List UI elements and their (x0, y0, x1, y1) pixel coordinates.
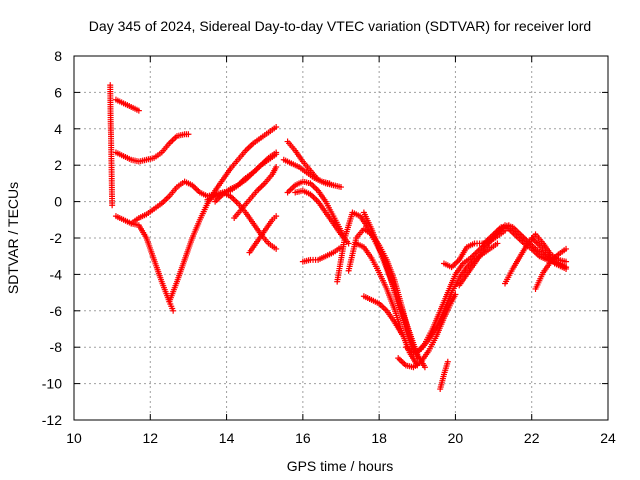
y-axis-label: SDTVAR / TECUs (5, 182, 21, 294)
data-point (273, 245, 280, 252)
data-point (185, 131, 192, 138)
series-track-21 (395, 291, 459, 371)
series-track-24 (437, 358, 451, 393)
data-point (563, 258, 570, 265)
x-tick-label: 10 (66, 430, 82, 446)
plot-frame (73, 55, 609, 421)
data-point (444, 358, 451, 365)
series-track-03 (112, 131, 192, 165)
series-track-01 (107, 82, 116, 209)
y-tick-label: -8 (50, 339, 63, 355)
y-tick-label: -4 (50, 266, 63, 282)
x-tick-label: 20 (448, 430, 464, 446)
data-point (273, 213, 280, 220)
data-point (494, 240, 501, 247)
y-tick-label: 4 (54, 121, 62, 137)
y-tick-label: 8 (54, 48, 62, 64)
data-point (109, 202, 116, 209)
data-point (326, 180, 333, 187)
series-track-08 (204, 149, 280, 203)
series-track-12 (280, 156, 333, 187)
y-tick-label: -2 (50, 230, 63, 246)
data-point (421, 364, 428, 371)
x-tick-label: 18 (371, 430, 387, 446)
data-point (563, 245, 570, 252)
series-track-20 (360, 293, 406, 338)
x-tick-label: 12 (142, 430, 158, 446)
points-layer (107, 82, 570, 393)
y-tick-label: -12 (42, 412, 62, 428)
grid-layer (74, 56, 608, 420)
chart-title: Day 345 of 2024, Sidereal Day-to-day VTE… (89, 18, 591, 34)
series-track-30 (532, 245, 570, 292)
y-tick-label: 2 (54, 157, 62, 173)
x-axis-label: GPS time / hours (287, 458, 394, 474)
x-tick-label: 22 (524, 430, 540, 446)
data-point (345, 240, 352, 247)
y-tick-label: 0 (54, 194, 62, 210)
y-tick-label: -10 (42, 376, 62, 392)
data-point (563, 265, 570, 272)
x-tick-label: 14 (219, 430, 235, 446)
series-track-02 (112, 96, 142, 114)
data-point (170, 307, 177, 314)
x-tick-label: 24 (600, 430, 616, 446)
series-track-04 (112, 213, 177, 314)
data-point (338, 184, 344, 191)
data-point (273, 149, 280, 156)
data-point (135, 107, 142, 114)
y-tick-label: -6 (50, 303, 63, 319)
series-track-10 (246, 213, 280, 256)
series-track-09 (231, 164, 280, 221)
series-track-06 (166, 123, 280, 305)
data-point (273, 164, 280, 171)
y-tick-label: 6 (54, 84, 62, 100)
series-track-15 (299, 244, 344, 265)
data-point (399, 331, 406, 338)
data-point (273, 123, 280, 130)
x-tick-label: 16 (295, 430, 311, 446)
